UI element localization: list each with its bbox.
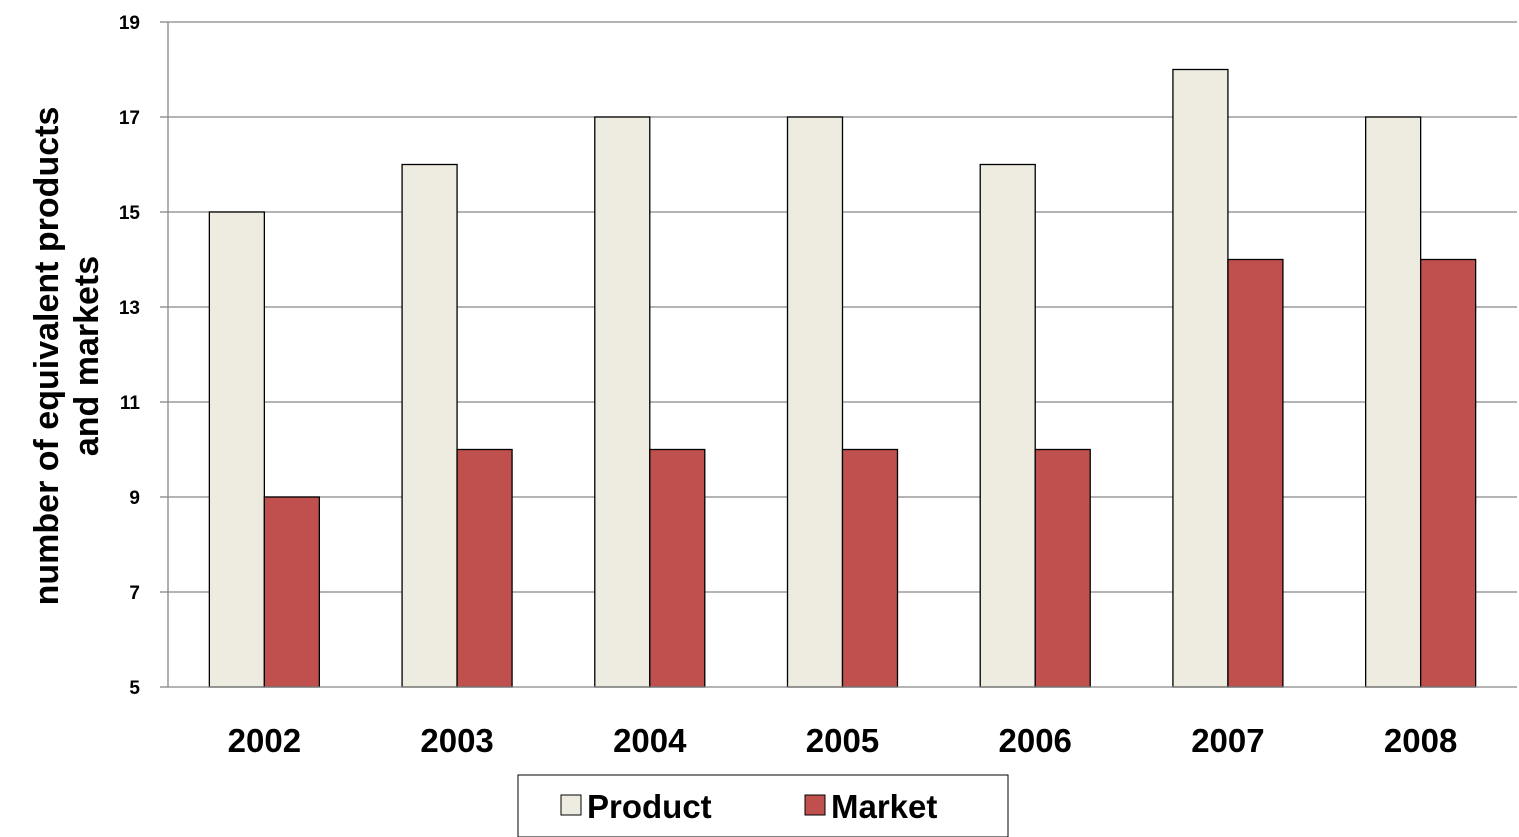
- y-axis-label-line-1: number of equivalent products: [28, 107, 66, 606]
- bar-market-2006: [1034, 448, 1091, 688]
- bar-product-2005: [786, 116, 844, 688]
- x-tick-label: 2006: [999, 722, 1072, 759]
- x-tick-label: 2004: [613, 722, 687, 759]
- x-axis-ticks: 2002 2003 2004 2005 2006 2007 2008: [228, 722, 1458, 759]
- legend-label-market: Market: [831, 788, 937, 825]
- x-tick-label: 2008: [1384, 722, 1457, 759]
- x-tick-label: 2007: [1191, 722, 1264, 759]
- legend: Product Market: [517, 774, 1009, 837]
- bar-product-2007: [1172, 68, 1229, 688]
- legend-swatch-market: [804, 794, 826, 816]
- bar-product-2008: [1364, 116, 1422, 688]
- bar-market-2003: [456, 448, 513, 688]
- y-tick-label: 17: [119, 108, 140, 129]
- y-axis-ticks: 5 7 9 11 13 15 17 19: [119, 13, 168, 699]
- bar-product-2004: [594, 116, 651, 688]
- y-tick-label: 5: [129, 678, 140, 699]
- legend-label-product: Product: [587, 788, 712, 825]
- bars: [208, 68, 1477, 688]
- bar-market-2008: [1419, 258, 1477, 688]
- x-tick-label: 2005: [806, 722, 879, 759]
- bar-product-2003: [401, 163, 458, 688]
- y-tick-label: 19: [119, 13, 140, 34]
- bar-product-2006: [979, 163, 1036, 688]
- bar-market-2002: [263, 496, 321, 688]
- axes: [167, 22, 1517, 688]
- y-tick-label: 15: [119, 203, 141, 224]
- y-tick-label: 11: [120, 393, 141, 414]
- bar-market-2007: [1227, 258, 1284, 688]
- bar-market-2005: [841, 448, 899, 688]
- y-axis-label-line-2: and markets: [68, 256, 106, 456]
- bar-market-2004: [649, 448, 706, 688]
- y-tick-label: 13: [119, 298, 140, 319]
- bar-product-2002: [208, 211, 266, 688]
- x-tick-label: 2003: [420, 722, 493, 759]
- y-tick-label: 9: [129, 488, 140, 509]
- legend-box: [517, 774, 1009, 837]
- y-tick-label: 7: [129, 583, 140, 604]
- legend-swatch-product: [560, 794, 582, 816]
- x-tick-label: 2002: [228, 722, 301, 759]
